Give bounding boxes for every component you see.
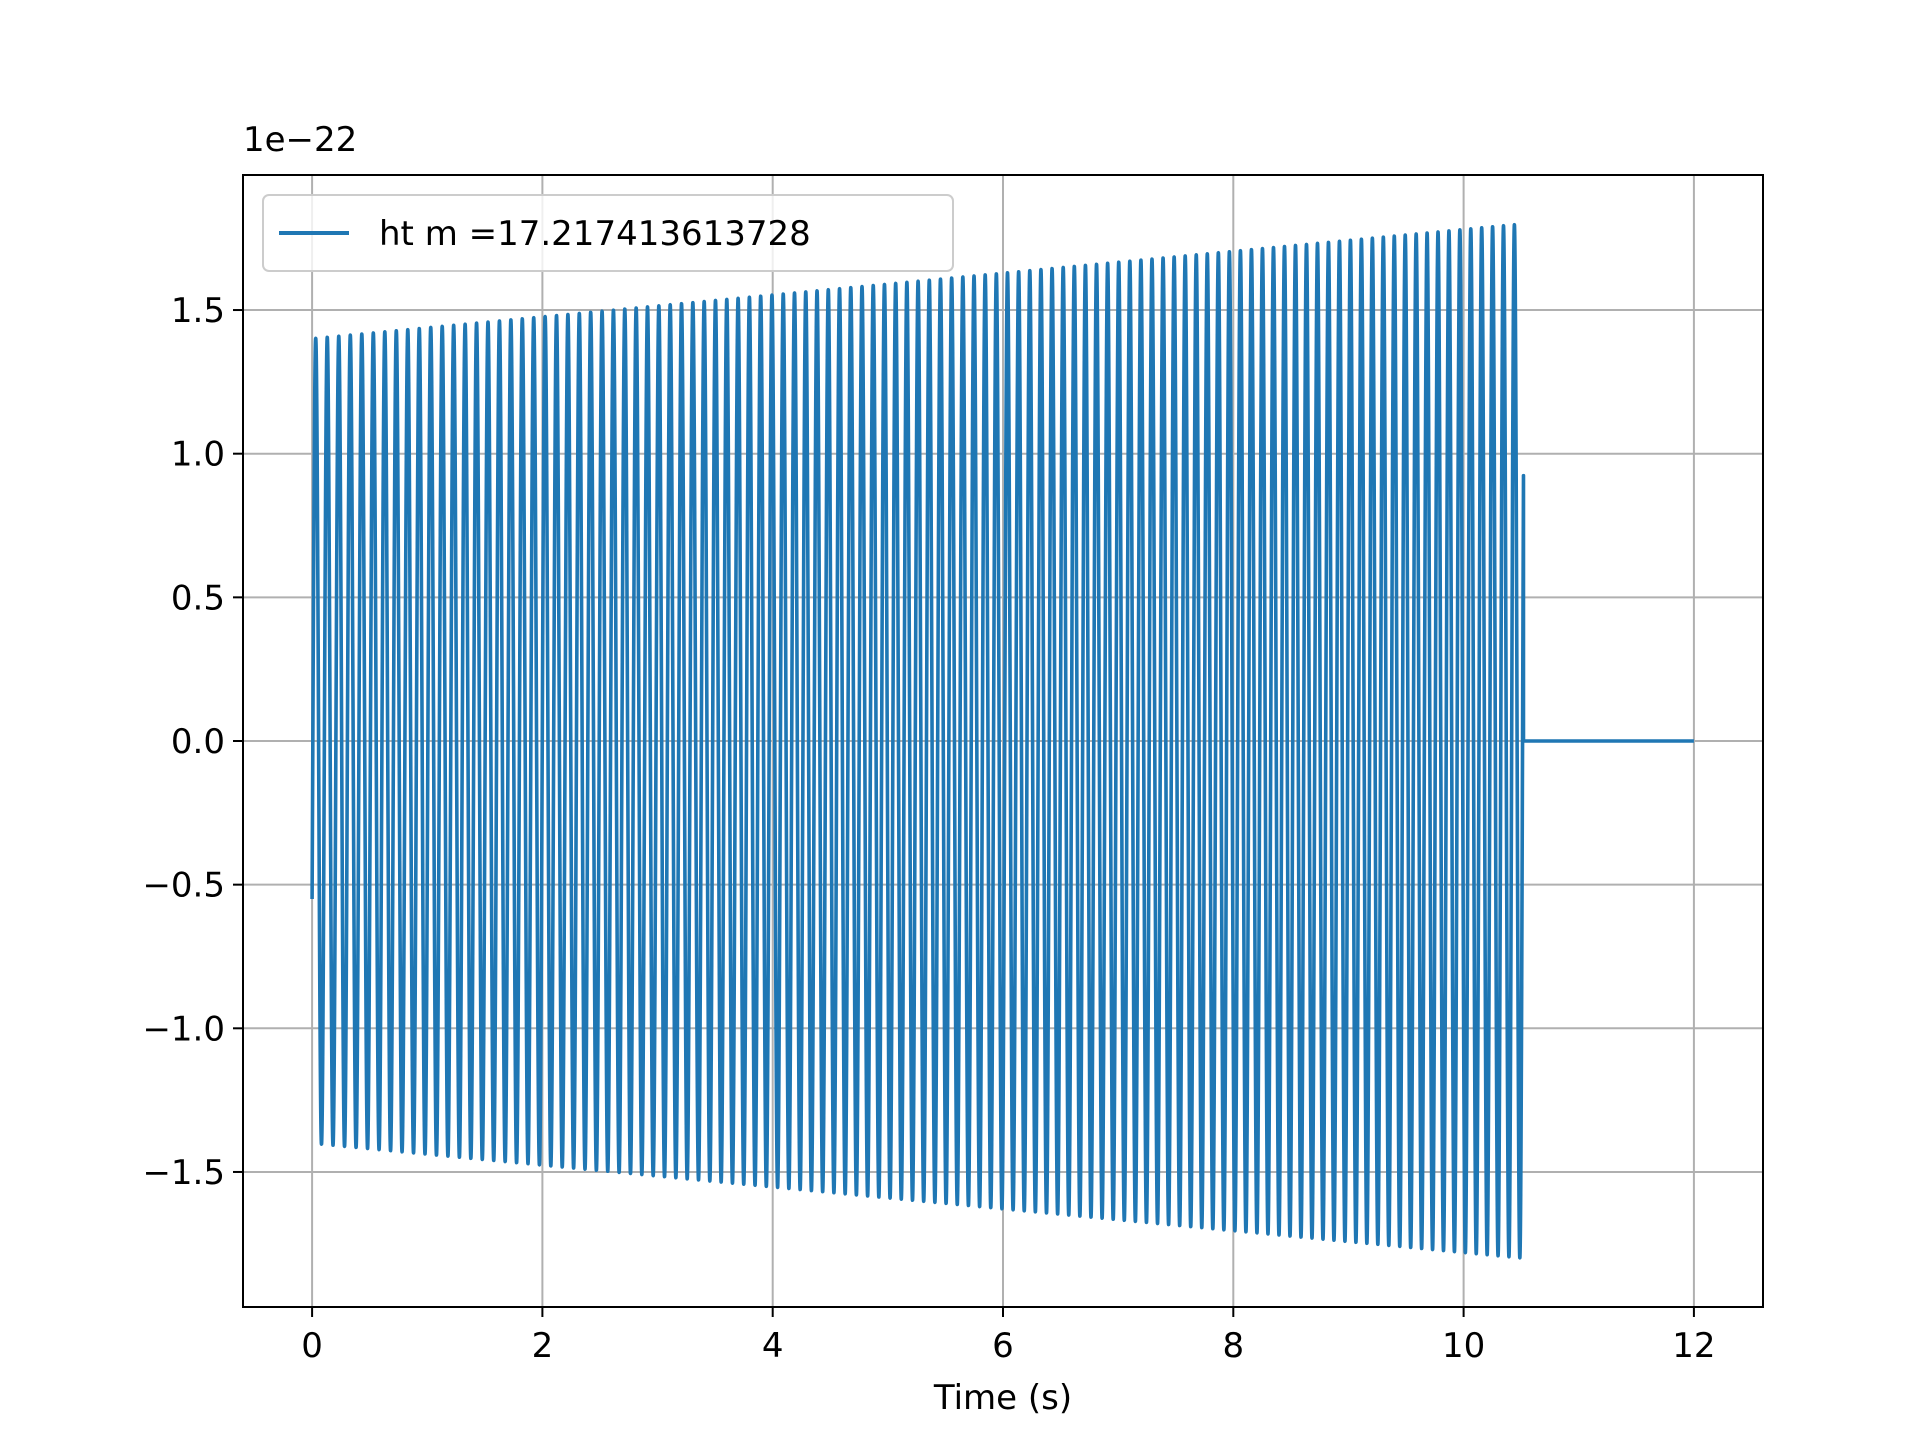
y-tick-label: 1.0 xyxy=(171,435,225,475)
x-tick-label: 4 xyxy=(762,1326,784,1366)
legend: ht m =17.217413613728 xyxy=(262,194,954,272)
legend-entry-label: ht m =17.217413613728 xyxy=(379,214,811,254)
y-tick-label: 0.0 xyxy=(171,722,225,762)
y-tick-label: −1.0 xyxy=(142,1009,225,1049)
legend-box xyxy=(262,194,954,272)
series-layer xyxy=(310,222,1694,1260)
ticks: 0 2 4 6 8 10 12 −1.5 −1.0 −0.5 0.0 0.5 1.0 1.5 xyxy=(142,291,1715,1366)
x-tick-label: 10 xyxy=(1442,1326,1485,1366)
y-tick-label: 0.5 xyxy=(171,578,225,618)
x-axis-label: Time (s) xyxy=(933,1378,1072,1418)
x-tick-label: 8 xyxy=(1222,1326,1244,1366)
y-tick-label: 1.5 xyxy=(171,291,225,331)
x-tick-label: 2 xyxy=(532,1326,554,1366)
x-tick-label: 0 xyxy=(301,1326,323,1366)
y-tick-label: −0.5 xyxy=(142,866,225,906)
x-tick-label: 12 xyxy=(1672,1326,1715,1366)
y-offset-label: 1e−22 xyxy=(243,120,357,160)
y-tick-label: −1.5 xyxy=(142,1153,225,1193)
series-line xyxy=(310,222,1694,1260)
x-tick-label: 6 xyxy=(992,1326,1014,1366)
